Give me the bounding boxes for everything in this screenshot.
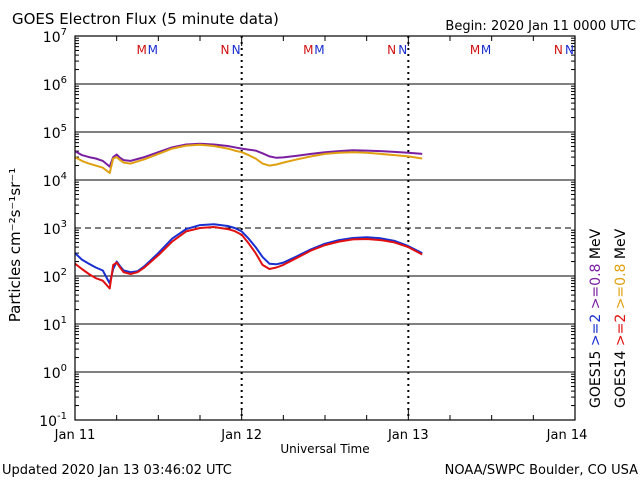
y-tick-label: 100 bbox=[43, 363, 67, 382]
y-tick-label: 106 bbox=[43, 75, 67, 94]
legend-text: GOES14 >=2 >=0.8 MeV bbox=[613, 228, 629, 408]
x-tick-label: Jan 11 bbox=[54, 428, 96, 443]
y-tick-label: 10-1 bbox=[39, 411, 67, 430]
data-series bbox=[74, 142, 423, 290]
y-tick-label: 102 bbox=[43, 267, 67, 286]
agency-credit: NOAA/SWPC Boulder, CO USA bbox=[445, 463, 638, 478]
x-tick-labels: Jan 11 Jan 12 Jan 13 Jan 14 bbox=[54, 428, 588, 443]
mn-marker: N bbox=[554, 43, 563, 57]
mn-marker: M bbox=[136, 43, 146, 57]
mn-marker: N bbox=[232, 43, 241, 57]
mn-marker: N bbox=[398, 43, 407, 57]
chart-title: GOES Electron Flux (5 minute data) bbox=[12, 10, 279, 28]
legend-text: GOES15 >=2 >=0.8 MeV bbox=[588, 228, 604, 408]
legend-entry: GOES15 >=2 >=0.8 MeV bbox=[588, 228, 604, 408]
x-tick-label: Jan 12 bbox=[220, 428, 262, 443]
x-tick-label: Jan 13 bbox=[387, 428, 429, 443]
series-line bbox=[74, 223, 423, 285]
y-tick-label: 105 bbox=[43, 123, 67, 142]
mn-marker: N bbox=[221, 43, 230, 57]
mn-marker: M bbox=[470, 43, 480, 57]
x-axis-label: Universal Time bbox=[280, 442, 369, 456]
legend: GOES15 >=2 >=0.8 MeV GOES14 >=2 >=0.8 MeV bbox=[588, 228, 629, 408]
y-tick-label: 107 bbox=[43, 27, 67, 46]
y-tick-labels: 107 106 105 104 103 102 101 100 10-1 bbox=[39, 27, 67, 430]
series-line bbox=[74, 143, 423, 174]
legend-entry: GOES14 >=2 >=0.8 MeV bbox=[613, 228, 629, 408]
series-line bbox=[74, 226, 423, 290]
mn-marker: N bbox=[565, 43, 574, 57]
mn-marker: M bbox=[314, 43, 324, 57]
plot-frame bbox=[74, 35, 576, 421]
y-tick-label: 104 bbox=[43, 171, 67, 190]
mn-marker: M bbox=[148, 43, 158, 57]
mn-marker: M bbox=[303, 43, 313, 57]
y-axis-label: Particles cm⁻²s⁻¹sr⁻¹ bbox=[6, 168, 24, 322]
begin-date-label: Begin: 2020 Jan 11 0000 UTC bbox=[445, 19, 636, 34]
x-tick-label: Jan 14 bbox=[546, 428, 588, 443]
y-tick-label: 101 bbox=[43, 315, 67, 334]
grid-lines bbox=[74, 35, 576, 421]
updated-timestamp: Updated 2020 Jan 13 03:46:02 UTC bbox=[2, 463, 232, 478]
mn-marker: M bbox=[481, 43, 491, 57]
y-tick-label: 103 bbox=[43, 219, 67, 238]
mn-marker: N bbox=[387, 43, 396, 57]
